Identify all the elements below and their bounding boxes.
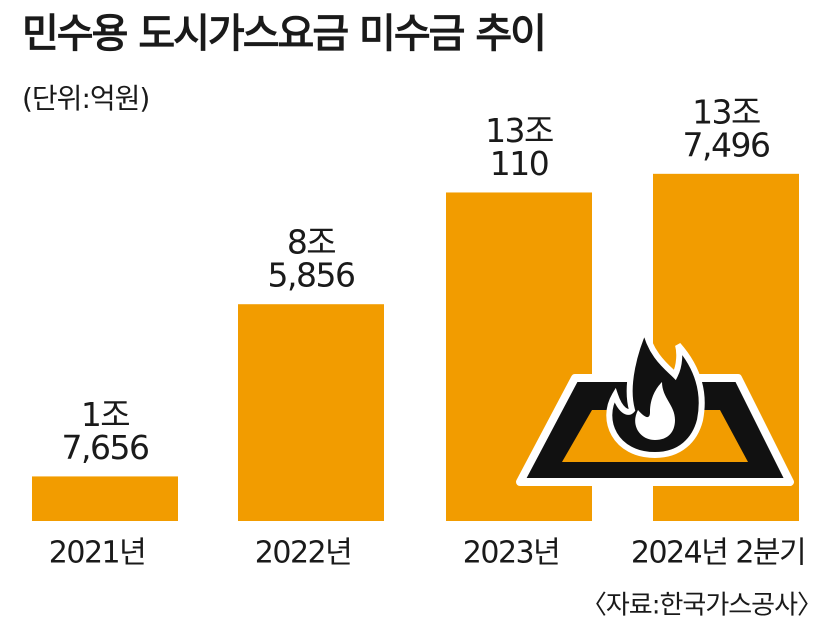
value-label: 7,656 [62,428,149,467]
x-tick-label: 2024년 2분기 [631,536,805,571]
bar [32,476,178,521]
value-label: 13조 [692,92,760,131]
value-label: 5,856 [268,256,355,295]
x-tick-label: 2023년 [463,536,559,571]
chart-title: 민수용 도시가스요금 미수금 추이 [22,11,545,57]
value-label: 13조 [485,111,553,150]
chart-subtitle: (단위:억원) [22,82,149,115]
x-tick-label: 2021년 [49,536,145,571]
source: 〈자료:한국가스공사〉 [581,591,822,621]
stove-icon [516,318,794,486]
value-label: 7,496 [683,125,770,164]
value-label: 8조 [287,223,335,262]
x-tick-label: 2022년 [255,536,351,571]
value-label: 110 [490,144,549,183]
bar [238,304,384,521]
value-label: 1조 [81,395,129,434]
